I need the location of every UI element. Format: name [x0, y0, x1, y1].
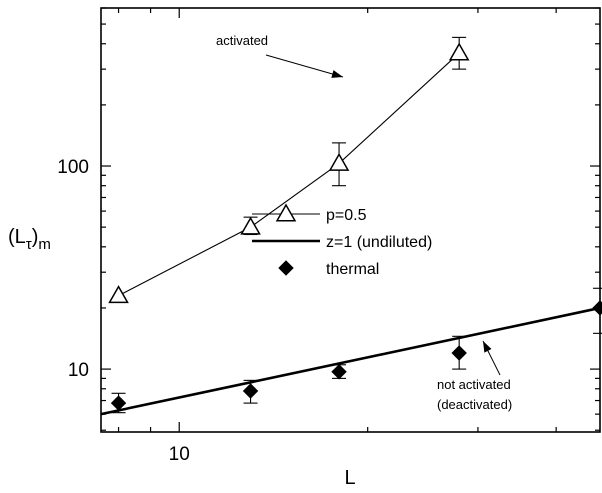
legend-entry: thermal	[278, 260, 379, 278]
arrow-head	[483, 341, 492, 353]
y-axis-label: (Lτ)m	[8, 226, 51, 253]
arrow-shaft	[265, 54, 344, 78]
arrow-not-activated	[482, 340, 501, 376]
y-axis-label-part: τ	[26, 236, 32, 253]
y-tick-label: 100	[57, 157, 89, 178]
data-point-triangle	[328, 152, 350, 171]
data-point-diamond	[242, 383, 259, 399]
data-point-diamond	[331, 364, 347, 380]
series-p-0-5	[108, 36, 470, 304]
x-tick-label: 10	[169, 444, 190, 465]
data-point-triangle	[108, 285, 129, 304]
series-thermal	[110, 287, 602, 414]
series-line	[100, 306, 601, 416]
legend-entry: p=0.5	[252, 203, 367, 224]
annotation-deactivated: (deactivated)	[437, 397, 512, 412]
annotation-not-activated: not activated	[437, 377, 511, 392]
series-line	[118, 52, 460, 297]
arrow-head	[331, 70, 343, 78]
legend-marker-diamond	[278, 260, 294, 276]
data-point-diamond	[592, 300, 602, 316]
y-axis-label-part: m	[38, 236, 51, 253]
arrow-activated	[265, 54, 344, 78]
y-axis-label-part: )	[32, 226, 39, 248]
y-axis-label-part: (L	[8, 226, 26, 248]
legend-label: p=0.5	[326, 207, 367, 224]
x-axis-label: L	[344, 467, 355, 489]
legend-label: thermal	[326, 261, 379, 278]
data-point-triangle	[448, 42, 470, 61]
plot-frame	[100, 7, 601, 433]
data-point-triangle	[240, 216, 261, 235]
data-point-diamond	[451, 345, 467, 361]
legend-label: z=1 (undiluted)	[326, 234, 432, 251]
series-z-1-undiluted-	[100, 306, 601, 416]
annotation-activated: activated	[216, 33, 268, 48]
legend-marker-triangle	[275, 203, 297, 222]
legend-entry: z=1 (undiluted)	[252, 234, 432, 251]
data-point-diamond	[110, 395, 127, 411]
y-tick-label: 10	[68, 360, 89, 381]
